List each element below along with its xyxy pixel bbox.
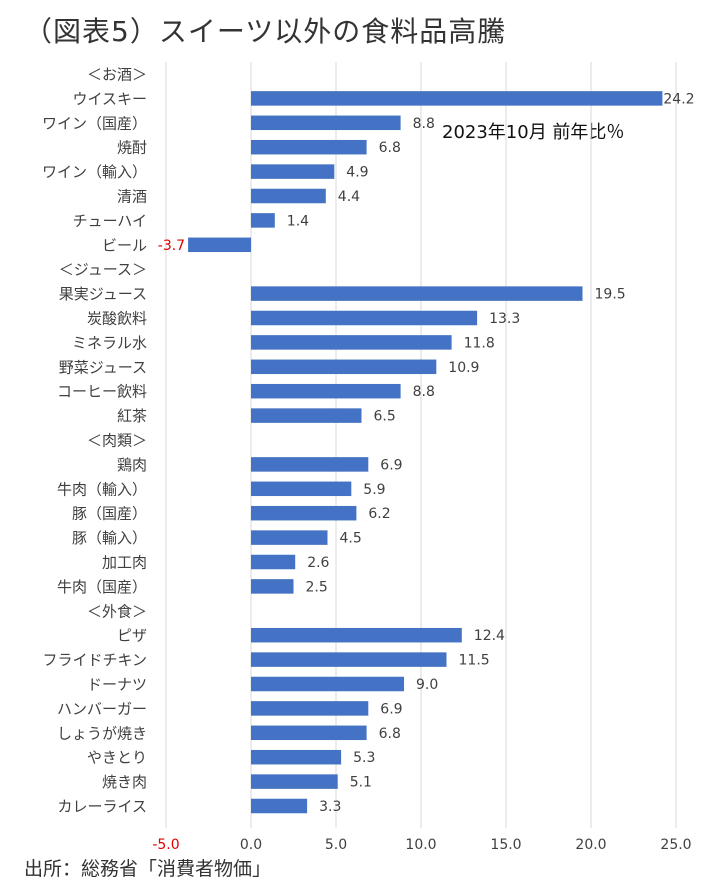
data-label: 9.0 (416, 677, 438, 693)
data-label: 5.1 (350, 775, 372, 791)
bar (251, 335, 452, 350)
data-label: 6.9 (380, 701, 402, 717)
x-tick-label: 20.0 (575, 837, 606, 853)
category-label: 牛肉（輸入） (57, 480, 147, 498)
data-label: 6.9 (380, 457, 402, 473)
bar (251, 213, 275, 228)
category-label: 焼き肉 (102, 773, 147, 791)
category-label: ワイン（輸入） (42, 163, 147, 181)
bar (251, 554, 296, 570)
bar (251, 774, 338, 789)
data-label: 5.9 (363, 482, 385, 498)
bar (251, 627, 462, 643)
bar (251, 725, 367, 741)
category-label: 野菜ジュース (59, 358, 147, 376)
data-label: 2.6 (307, 555, 329, 571)
category-label: ピザ (117, 627, 147, 645)
data-label: 11.5 (459, 653, 490, 669)
category-label: 果実ジュース (59, 285, 147, 303)
data-label: 10.9 (448, 360, 479, 376)
bar (251, 91, 663, 106)
bar (251, 139, 367, 155)
bar (251, 701, 369, 716)
data-label: 4.5 (340, 531, 362, 547)
bar (251, 652, 447, 667)
category-header-label: ＜ジュース＞ (59, 261, 147, 279)
bar (251, 481, 352, 497)
data-label: 2.5 (306, 579, 328, 595)
data-label: 12.4 (474, 628, 505, 644)
category-header-label: ＜お酒＞ (87, 66, 147, 84)
bar (251, 383, 401, 399)
x-tick-label: 25.0 (660, 837, 691, 853)
data-label: 6.2 (368, 506, 390, 522)
category-header-label: ＜外食＞ (87, 602, 147, 620)
data-label: 8.8 (413, 384, 435, 400)
bar (251, 505, 357, 521)
chart-annotation: 2023年10月 前年比％ (442, 122, 625, 143)
data-label: 1.4 (287, 213, 309, 229)
category-label: チューハイ (73, 212, 147, 230)
chart-title: （図表5）スイーツ以外の食料品高騰 (24, 15, 507, 48)
category-label: 紅茶 (117, 407, 147, 425)
category-label: カレーライス (57, 798, 147, 816)
bar (251, 115, 401, 131)
x-tick-label: 15.0 (490, 837, 521, 853)
category-label: ミネラル水 (72, 334, 147, 352)
data-label: 6.8 (379, 726, 401, 742)
data-label: 8.8 (413, 116, 435, 132)
category-label: ビール (102, 236, 147, 254)
x-tick-label: 0.0 (240, 837, 262, 853)
x-tick-label: -5.0 (152, 837, 179, 853)
bar (251, 359, 437, 375)
bar (251, 408, 362, 423)
bar (251, 457, 369, 472)
category-label: 豚（国産） (72, 505, 147, 523)
data-label: 6.8 (379, 140, 401, 156)
category-label: 牛肉（国産） (57, 578, 147, 596)
bar (251, 530, 328, 545)
category-label: 清酒 (117, 188, 147, 206)
data-label: 6.5 (374, 409, 396, 425)
bar (251, 798, 308, 814)
data-label: 4.9 (346, 165, 368, 181)
data-label: -3.7 (158, 238, 185, 254)
category-label: やきとり (87, 749, 147, 767)
category-label: フライドチキン (42, 651, 147, 669)
bar (251, 676, 404, 692)
category-header-label: ＜肉類＞ (87, 432, 147, 450)
source-note: 出所：総務省「消費者物価」 (24, 858, 272, 880)
category-label: 炭酸飲料 (87, 310, 147, 328)
category-label: 焼酎 (117, 139, 147, 157)
bar (251, 286, 583, 301)
category-label: ドーナツ (87, 676, 147, 694)
bar (251, 310, 478, 326)
bar (251, 188, 326, 204)
category-label: コーヒー飲料 (57, 383, 147, 401)
data-label: 11.8 (464, 335, 495, 351)
data-label: 24.2 (663, 91, 694, 107)
category-label: 鶏肉 (117, 456, 147, 474)
data-label: 19.5 (595, 287, 626, 303)
category-label: ワイン（国産） (42, 114, 147, 132)
category-label: ウイスキー (72, 90, 147, 108)
bar (251, 749, 342, 765)
category-label: しょうが焼き (57, 724, 147, 742)
data-label: 5.3 (353, 750, 375, 766)
bar (251, 579, 294, 594)
data-label: 4.4 (338, 189, 360, 205)
data-label: 13.3 (489, 311, 520, 327)
bar (251, 164, 335, 179)
category-label: ハンバーガー (57, 700, 147, 718)
category-label: 加工肉 (102, 554, 147, 572)
category-label: 豚（輸入） (72, 529, 147, 547)
bar (188, 237, 251, 253)
data-label: 3.3 (319, 799, 341, 815)
x-tick-label: 5.0 (325, 837, 347, 853)
x-tick-label: 10.0 (405, 837, 436, 853)
